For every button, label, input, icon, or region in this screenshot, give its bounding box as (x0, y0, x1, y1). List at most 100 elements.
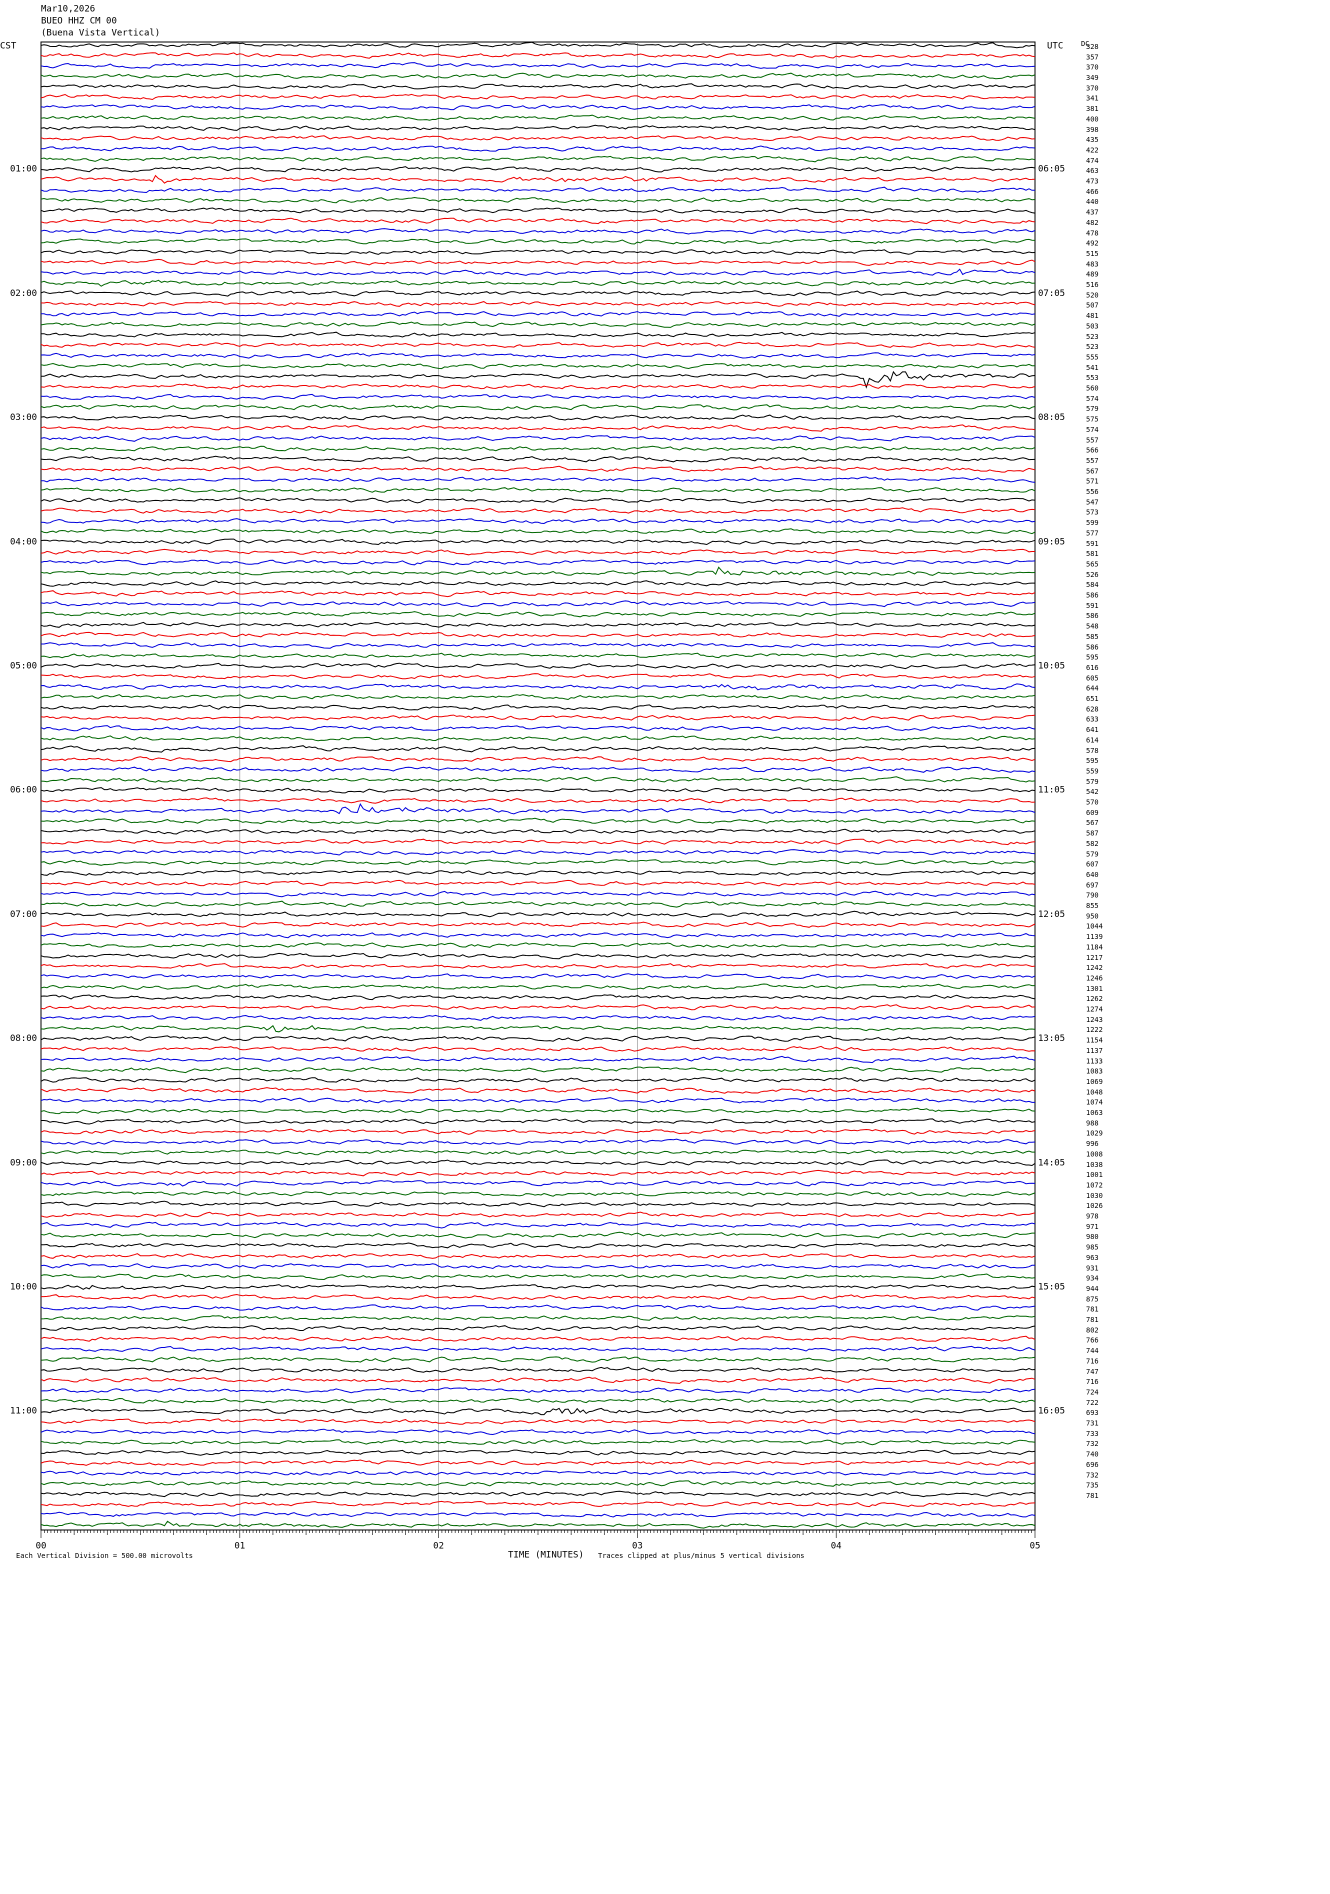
trace (40, 1200, 1036, 1208)
trace (41, 1118, 1036, 1125)
trace (40, 207, 1036, 214)
dc-value: 570 (1086, 799, 1099, 807)
dc-value: 1038 (1086, 1161, 1103, 1169)
page: Mar10,2026 BUEO HHZ CM 00 (Buena Vista V… (0, 4, 1103, 1561)
trace (40, 1025, 1036, 1033)
trace (40, 518, 1036, 525)
trace (40, 83, 1036, 90)
trace (40, 1253, 1036, 1259)
dc-value: 567 (1086, 467, 1099, 475)
dc-value: 463 (1086, 167, 1099, 175)
trace (40, 1263, 1036, 1270)
dc-value: 492 (1086, 240, 1099, 248)
utc-label: 12:05 (1038, 910, 1065, 920)
dc-value: 400 (1086, 115, 1099, 123)
dc-value: 557 (1086, 436, 1099, 444)
dc-value: 586 (1086, 592, 1099, 600)
trace (40, 1325, 1036, 1332)
dc-value: 875 (1086, 1295, 1099, 1303)
dc-value: 1063 (1086, 1109, 1103, 1117)
scale-note: Each Vertical Division = 500.00 microvol… (16, 1552, 193, 1560)
trace (40, 258, 1036, 266)
trace (40, 1087, 1036, 1094)
trace (40, 662, 1036, 670)
cst-label: 02:00 (10, 289, 37, 299)
trace (40, 538, 1036, 546)
dc-value: 571 (1086, 478, 1099, 486)
trace (40, 362, 1035, 370)
trace (40, 166, 1036, 173)
trace (40, 196, 1036, 204)
dc-value: 1243 (1086, 1016, 1103, 1024)
trace (40, 787, 1036, 794)
dc-title: DC (1081, 40, 1089, 48)
dc-value: 547 (1086, 498, 1099, 506)
trace (40, 714, 1036, 721)
trace (40, 497, 1036, 504)
dc-value: 802 (1086, 1326, 1099, 1334)
trace (40, 414, 1036, 421)
dc-value: 370 (1086, 84, 1099, 92)
dc-value: 586 (1086, 612, 1099, 620)
trace (40, 559, 1036, 566)
trace (40, 1304, 1036, 1311)
cst-label: 08:00 (10, 1034, 37, 1044)
dc-value: 944 (1086, 1285, 1099, 1293)
dc-value: 744 (1086, 1347, 1099, 1355)
trace (40, 725, 1036, 732)
trace (40, 186, 1035, 194)
dc-value: 988 (1086, 1119, 1099, 1127)
dc-value: 614 (1086, 736, 1099, 744)
dc-value: 633 (1086, 716, 1099, 724)
dc-value: 1030 (1086, 1192, 1103, 1200)
cst-label: 10:00 (10, 1282, 37, 1292)
dc-value: 971 (1086, 1223, 1099, 1231)
trace (40, 600, 1036, 608)
trace (40, 93, 1036, 101)
dc-value: 1026 (1086, 1202, 1103, 1210)
dc-value: 357 (1086, 53, 1099, 61)
cst-label: 01:00 (10, 165, 37, 175)
cst-label: 06:00 (10, 786, 37, 796)
dc-value: 579 (1086, 778, 1099, 786)
dc-value: 607 (1086, 861, 1099, 869)
dc-value: 591 (1086, 602, 1099, 610)
trace (40, 1520, 1036, 1529)
x-tick-label: 01 (234, 1542, 245, 1552)
trace (40, 174, 1036, 184)
dc-value: 731 (1086, 1420, 1099, 1428)
trace (40, 797, 1036, 804)
dc-value: 735 (1086, 1482, 1099, 1490)
dc-value: 595 (1086, 757, 1099, 765)
trace (41, 331, 1036, 338)
trace (40, 1376, 1036, 1384)
dc-value: 644 (1086, 685, 1099, 693)
trace (40, 694, 1036, 701)
utc-label: 13:05 (1038, 1034, 1065, 1044)
dc-value: 1139 (1086, 933, 1103, 941)
trace (40, 611, 1036, 618)
cst-label: 04:00 (10, 537, 37, 547)
trace (40, 910, 1036, 918)
trace (40, 1387, 1036, 1394)
dc-value: 482 (1086, 219, 1099, 227)
utc-label: 14:05 (1038, 1158, 1065, 1168)
trace (40, 114, 1036, 121)
trace (40, 1159, 1036, 1167)
dc-value: 473 (1086, 178, 1099, 186)
dc-value: 628 (1086, 705, 1099, 713)
dc-value: 1222 (1086, 1026, 1103, 1034)
dc-value: 542 (1086, 788, 1099, 796)
trace (40, 704, 1036, 711)
left-title: CST (0, 42, 17, 52)
dc-value: 696 (1086, 1461, 1099, 1469)
dc-value: 574 (1086, 395, 1099, 403)
trace (40, 145, 1036, 152)
trace (40, 528, 1036, 535)
trace (40, 1397, 1036, 1404)
dc-value: 1274 (1086, 1006, 1103, 1014)
dc-value: 716 (1086, 1378, 1099, 1386)
dc-value: 349 (1086, 74, 1099, 82)
trace (40, 756, 1036, 763)
trace (40, 890, 1036, 898)
